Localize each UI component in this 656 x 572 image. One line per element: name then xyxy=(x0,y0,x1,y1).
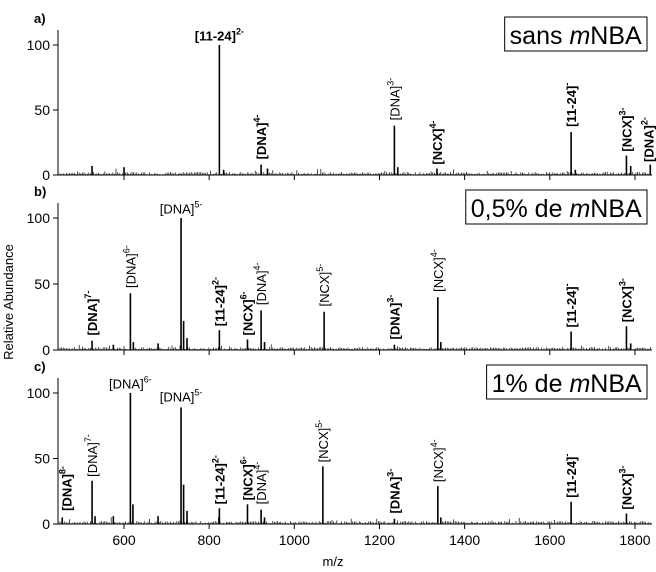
peak-annotation: [11-24]- xyxy=(562,283,579,327)
x-axis-title: m/z xyxy=(323,554,344,569)
peak-annotation: [NCX]3- xyxy=(617,278,634,322)
peak-annotation: [DNA]7- xyxy=(83,434,100,477)
x-tick-label: 1200 xyxy=(364,532,395,548)
spectrum-panel-3: 0 50 100 c) 1% de mNBA [DNA]8- [DNA]7- [DNA]6- [… xyxy=(27,359,652,532)
peak-annotation: [NCX]5- xyxy=(315,264,332,307)
y-tick-label: 50 xyxy=(34,276,50,292)
x-tick-label: 800 xyxy=(197,532,221,548)
panel-letter: b) xyxy=(34,184,46,199)
peak-annotation: [11-24]2- xyxy=(195,26,244,43)
peak-annotation: [DNA]5- xyxy=(160,387,203,404)
peak-annotation: [DNA]4- xyxy=(252,115,269,160)
x-axis: 600 800 1000 1200 1400 1600 1800 xyxy=(112,532,650,548)
peak-annotation: [DNA]3- xyxy=(385,78,402,121)
condition-text: 0,5% de mNBA xyxy=(471,195,642,223)
peak-annotation: [11-24]2- xyxy=(210,277,227,326)
condition-label: 0,5% de mNBA xyxy=(465,189,648,225)
peak-annotation: [NCX]5- xyxy=(314,420,331,463)
peak-annotation: [DNA]8- xyxy=(58,466,75,511)
baseline-noise xyxy=(59,168,651,175)
peak-annotation: [DNA]6- xyxy=(109,374,152,391)
x-tick-label: 1600 xyxy=(534,532,565,548)
condition-label: 1% de mNBA xyxy=(486,364,648,400)
spectrum-panel-2: 0 50 100 b) 0,5% de mNBA [DNA]7- [DNA]6- [DNA]5… xyxy=(27,184,652,358)
peak-annotation: [NCX]4- xyxy=(429,439,446,482)
x-tick-label: 1800 xyxy=(619,532,650,548)
y-tick-label: 100 xyxy=(27,37,51,53)
spectrum-panel-1: 0 50 100 a) sans mNBA [11-24]2- [DNA]4- [DNA]3-… xyxy=(27,11,656,183)
peak-annotation: [DNA]3- xyxy=(385,469,402,514)
peak-annotation: [NCX]3- xyxy=(617,107,634,151)
peak-annotation: [DNA]6- xyxy=(121,245,138,288)
peak-annotation: [DNA]2- xyxy=(640,117,656,162)
peak-annotation: [DNA]5- xyxy=(160,199,203,216)
x-tick-label: 600 xyxy=(112,532,136,548)
peak-annotation: [NCX]4- xyxy=(429,249,446,292)
condition-text: sans mNBA xyxy=(510,22,642,50)
panel-letter: c) xyxy=(34,359,46,374)
x-tick-label: 1400 xyxy=(449,532,480,548)
y-tick-label: 0 xyxy=(42,167,50,183)
y-tick-label: 0 xyxy=(42,342,50,358)
baseline-noise xyxy=(59,344,651,350)
condition-box xyxy=(465,189,648,225)
peak-annotation: [NCX]3- xyxy=(617,465,634,509)
y-tick-label: 50 xyxy=(34,451,50,467)
spectrum-panels: 0 50 100 a) sans mNBA [11-24]2- [DNA]4- [DNA]3-… xyxy=(27,11,656,532)
condition-label: sans mNBA xyxy=(504,16,648,52)
y-tick-label: 100 xyxy=(27,385,51,401)
peak-annotation: [11-24]- xyxy=(562,454,579,498)
peak-annotation: [NCX]4- xyxy=(428,120,445,164)
y-tick-label: 0 xyxy=(42,516,50,532)
panel-letter: a) xyxy=(34,11,46,26)
peak-annotation: [11-24]- xyxy=(562,83,579,127)
peak-annotation: [NCX]6- xyxy=(238,456,255,500)
x-tick-label: 1000 xyxy=(279,532,310,548)
condition-box xyxy=(504,16,648,52)
peak-annotation: [11-24]2- xyxy=(210,455,227,504)
y-tick-label: 100 xyxy=(27,210,51,226)
y-tick-label: 50 xyxy=(34,102,50,118)
peak-annotation: [DNA]3- xyxy=(385,295,402,340)
peak-annotation: [DNA]7- xyxy=(83,291,100,336)
condition-box xyxy=(486,364,648,400)
condition-text: 1% de mNBA xyxy=(492,370,642,398)
baseline-noise xyxy=(59,517,651,524)
peak-annotation: [DNA]4- xyxy=(252,462,269,505)
y-axis-title: Relative Abundance xyxy=(1,244,16,360)
peak-annotation: [NCX]6- xyxy=(238,291,255,335)
peak-annotation: [DNA]4- xyxy=(252,262,269,305)
